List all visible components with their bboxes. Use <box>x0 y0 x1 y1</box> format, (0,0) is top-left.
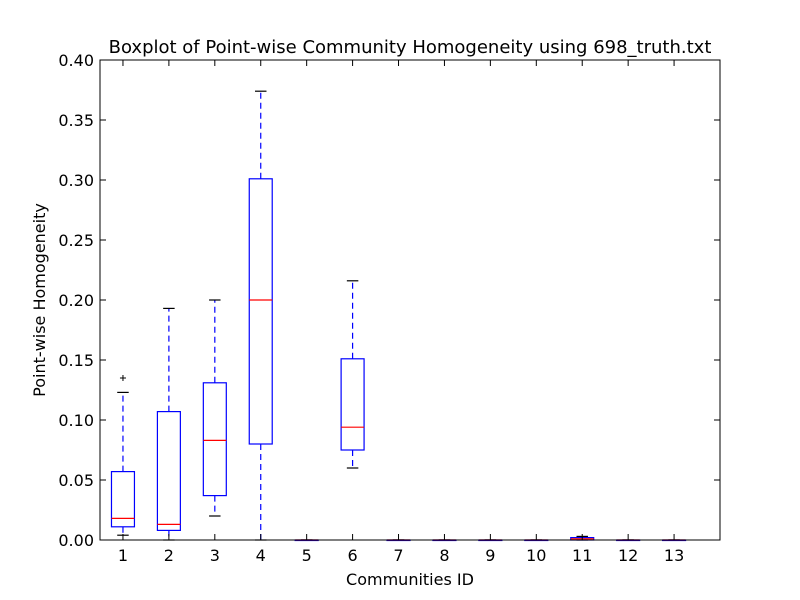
y-tick-label: 0.35 <box>58 111 94 130</box>
y-tick-label: 0.20 <box>58 291 94 310</box>
box <box>202 382 227 497</box>
x-tick-label: 7 <box>393 546 403 565</box>
y-tick-label: 0.10 <box>58 411 94 430</box>
y-tick-label: 0.30 <box>58 171 94 190</box>
x-tick-label: 3 <box>210 546 220 565</box>
box <box>248 178 273 445</box>
chart-title: Boxplot of Point-wise Community Homogene… <box>109 37 712 58</box>
y-tick-label: 0.05 <box>58 471 94 490</box>
box-group-1 <box>110 375 136 536</box>
x-tick-label: 8 <box>439 546 449 565</box>
y-tick-label: 0.00 <box>58 531 94 550</box>
x-tick-label: 5 <box>302 546 312 565</box>
x-axis: 1 2 3 4 5 6 7 8 9 10 11 12 13 <box>118 60 684 565</box>
y-tick-label: 0.25 <box>58 231 94 250</box>
x-tick-label: 6 <box>347 546 357 565</box>
box-group-3 <box>202 299 227 517</box>
x-tick-label: 12 <box>618 546 638 565</box>
box-group-6 <box>340 280 365 469</box>
y-axis-label: Point-wise Homogeneity <box>30 203 49 397</box>
y-tick-label: 0.15 <box>58 351 94 370</box>
x-tick-label: 2 <box>164 546 174 565</box>
x-tick-label: 13 <box>664 546 684 565</box>
x-tick-label: 10 <box>526 546 546 565</box>
x-tick-label: 1 <box>118 546 128 565</box>
x-tick-label: 11 <box>572 546 592 565</box>
y-axis: 0.00 0.05 0.10 0.15 0.20 0.25 0.30 0.35 0.40 <box>58 51 720 550</box>
x-axis-label: Communities ID <box>346 570 474 589</box>
x-tick-label: 9 <box>485 546 495 565</box>
x-tick-label: 4 <box>256 546 266 565</box>
box <box>340 358 365 451</box>
box <box>110 471 136 528</box>
y-tick-label: 0.40 <box>58 51 94 70</box>
box <box>156 411 181 532</box>
